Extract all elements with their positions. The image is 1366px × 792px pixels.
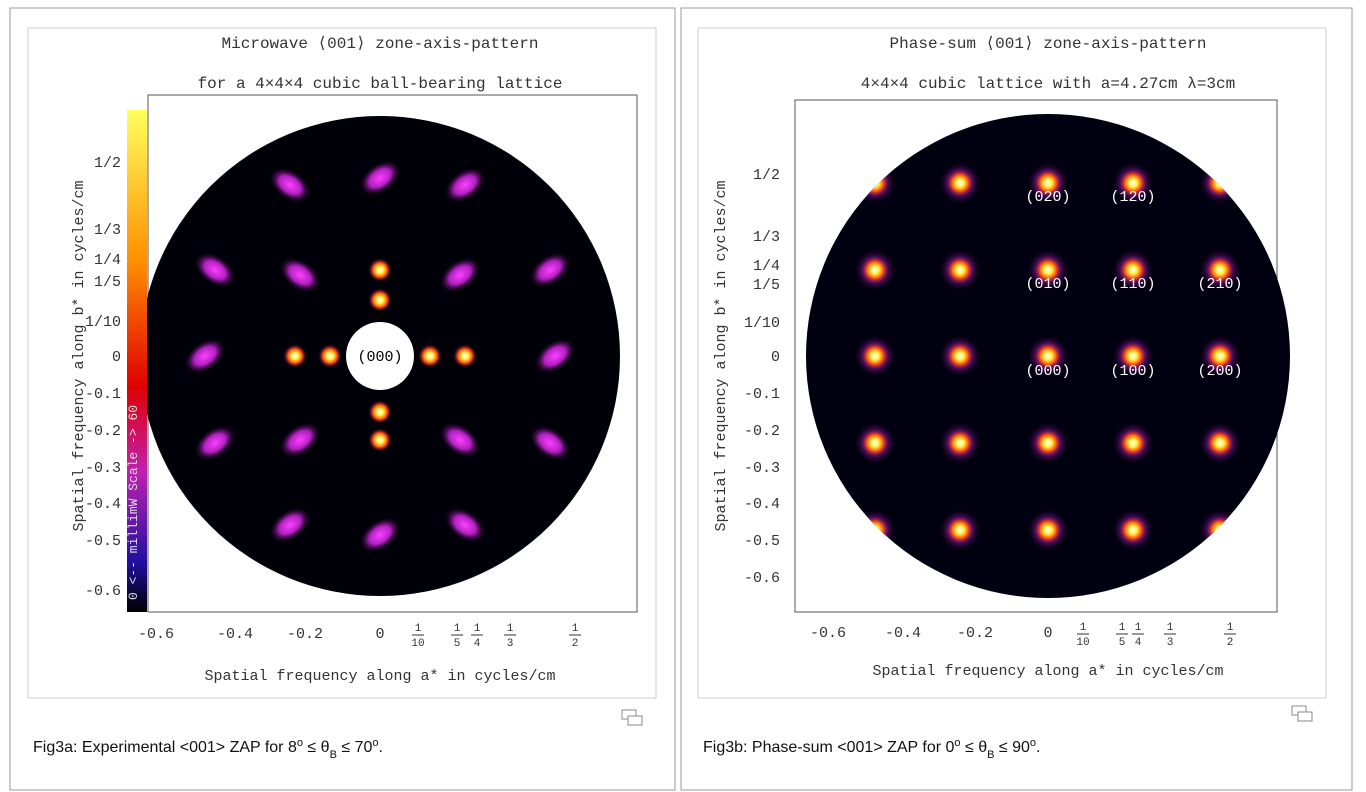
spot bbox=[418, 344, 442, 368]
x-axis-label: Spatial frequency along a* in cycles/cm bbox=[204, 668, 555, 685]
y-tick-label: 1/3 bbox=[94, 222, 121, 239]
spot bbox=[1034, 516, 1062, 544]
x-tick-denominator: 5 bbox=[454, 638, 461, 650]
y-tick-label: 1/4 bbox=[94, 252, 121, 269]
y-tick-label: -0.1 bbox=[85, 386, 121, 403]
y-tick-label: 1/10 bbox=[85, 314, 121, 331]
y-tick-label: 1/5 bbox=[753, 277, 780, 294]
figure-title: Phase-sum ⟨001⟩ zone-axis-pattern bbox=[890, 35, 1207, 53]
x-tick-numerator: 1 bbox=[507, 623, 514, 635]
spot bbox=[1119, 516, 1147, 544]
spot bbox=[453, 344, 477, 368]
x-tick-numerator: 1 bbox=[1227, 622, 1234, 634]
x-tick-numerator: 1 bbox=[1080, 622, 1087, 634]
spot bbox=[368, 400, 392, 424]
x-tick-label: -0.4 bbox=[217, 626, 253, 643]
x-tick-label: 0 bbox=[375, 626, 384, 643]
spot-label: (000) bbox=[1025, 363, 1070, 380]
y-tick-label: 1/3 bbox=[753, 229, 780, 246]
y-tick-label: -0.5 bbox=[85, 533, 121, 550]
x-tick-denominator: 4 bbox=[1135, 637, 1142, 649]
page: 0 <-- millimW Scale -> 60 Fig3a: Experim… bbox=[0, 0, 1366, 792]
spot bbox=[283, 344, 307, 368]
spot bbox=[368, 288, 392, 312]
y-tick-label: 0 bbox=[112, 349, 121, 366]
x-axis-label: Spatial frequency along a* in cycles/cm bbox=[872, 663, 1223, 680]
spot bbox=[861, 256, 889, 284]
spot-label: (120) bbox=[1110, 189, 1155, 206]
spot bbox=[946, 342, 974, 370]
colorbar-label: 0 <-- millimW Scale -> 60 bbox=[126, 405, 141, 600]
y-axis-label: Spatial frequency along b* in cycles/cm bbox=[71, 180, 88, 531]
spot-label: (200) bbox=[1197, 363, 1242, 380]
spot bbox=[1206, 429, 1234, 457]
x-tick-label: -0.4 bbox=[885, 625, 921, 642]
y-tick-label: -0.3 bbox=[85, 460, 121, 477]
spot-label: (110) bbox=[1110, 276, 1155, 293]
y-tick-label: -0.2 bbox=[85, 423, 121, 440]
y-tick-label: -0.1 bbox=[744, 386, 780, 403]
y-tick-label: -0.4 bbox=[744, 496, 780, 513]
figure-title: Microwave ⟨001⟩ zone-axis-pattern bbox=[222, 35, 539, 53]
spot bbox=[946, 169, 974, 197]
spot bbox=[946, 516, 974, 544]
x-tick-numerator: 1 bbox=[474, 623, 481, 635]
x-tick-denominator: 5 bbox=[1119, 637, 1126, 649]
spot bbox=[368, 428, 392, 452]
spot bbox=[1119, 429, 1147, 457]
x-tick-denominator: 10 bbox=[1076, 637, 1089, 649]
figure-title: for a 4×4×4 cubic ball-bearing lattice bbox=[198, 75, 563, 93]
spot bbox=[1034, 429, 1062, 457]
x-tick-label: -0.2 bbox=[287, 626, 323, 643]
x-tick-label: -0.6 bbox=[138, 626, 174, 643]
x-tick-denominator: 3 bbox=[507, 638, 514, 650]
spot-label: (000) bbox=[357, 349, 402, 366]
spot-label: (010) bbox=[1025, 276, 1070, 293]
x-tick-label: -0.6 bbox=[810, 625, 846, 642]
y-tick-label: -0.5 bbox=[744, 533, 780, 550]
x-tick-label: -0.2 bbox=[957, 625, 993, 642]
y-tick-label: 1/5 bbox=[94, 274, 121, 291]
x-tick-numerator: 1 bbox=[1135, 622, 1142, 634]
x-tick-denominator: 3 bbox=[1167, 637, 1174, 649]
spot bbox=[946, 256, 974, 284]
spot bbox=[861, 342, 889, 370]
y-tick-label: 1/2 bbox=[753, 167, 780, 184]
x-tick-denominator: 4 bbox=[474, 638, 481, 650]
x-tick-numerator: 1 bbox=[1167, 622, 1174, 634]
y-tick-label: -0.2 bbox=[744, 423, 780, 440]
y-tick-label: 1/10 bbox=[744, 315, 780, 332]
y-tick-label: 0 bbox=[771, 349, 780, 366]
y-tick-label: 1/4 bbox=[753, 258, 780, 275]
spot-label: (100) bbox=[1110, 363, 1155, 380]
spot bbox=[861, 429, 889, 457]
y-tick-label: -0.6 bbox=[744, 570, 780, 587]
x-tick-numerator: 1 bbox=[1119, 622, 1126, 634]
x-tick-denominator: 2 bbox=[1227, 637, 1234, 649]
x-tick-numerator: 1 bbox=[454, 623, 461, 635]
spot-label: (020) bbox=[1025, 189, 1070, 206]
figure-title: 4×4×4 cubic lattice with a=4.27cm λ=3cm bbox=[861, 75, 1235, 93]
y-axis-label: Spatial frequency along b* in cycles/cm bbox=[713, 180, 730, 531]
x-tick-numerator: 1 bbox=[572, 623, 579, 635]
y-tick-label: 1/2 bbox=[94, 155, 121, 172]
x-tick-label: 0 bbox=[1043, 625, 1052, 642]
x-tick-numerator: 1 bbox=[415, 623, 422, 635]
spot-label: (210) bbox=[1197, 276, 1242, 293]
y-tick-label: -0.3 bbox=[744, 460, 780, 477]
y-tick-label: -0.6 bbox=[85, 583, 121, 600]
y-tick-label: -0.4 bbox=[85, 496, 121, 513]
spot bbox=[318, 344, 342, 368]
x-tick-denominator: 10 bbox=[411, 638, 424, 650]
x-tick-denominator: 2 bbox=[572, 638, 579, 650]
spot bbox=[368, 258, 392, 282]
spot bbox=[946, 429, 974, 457]
